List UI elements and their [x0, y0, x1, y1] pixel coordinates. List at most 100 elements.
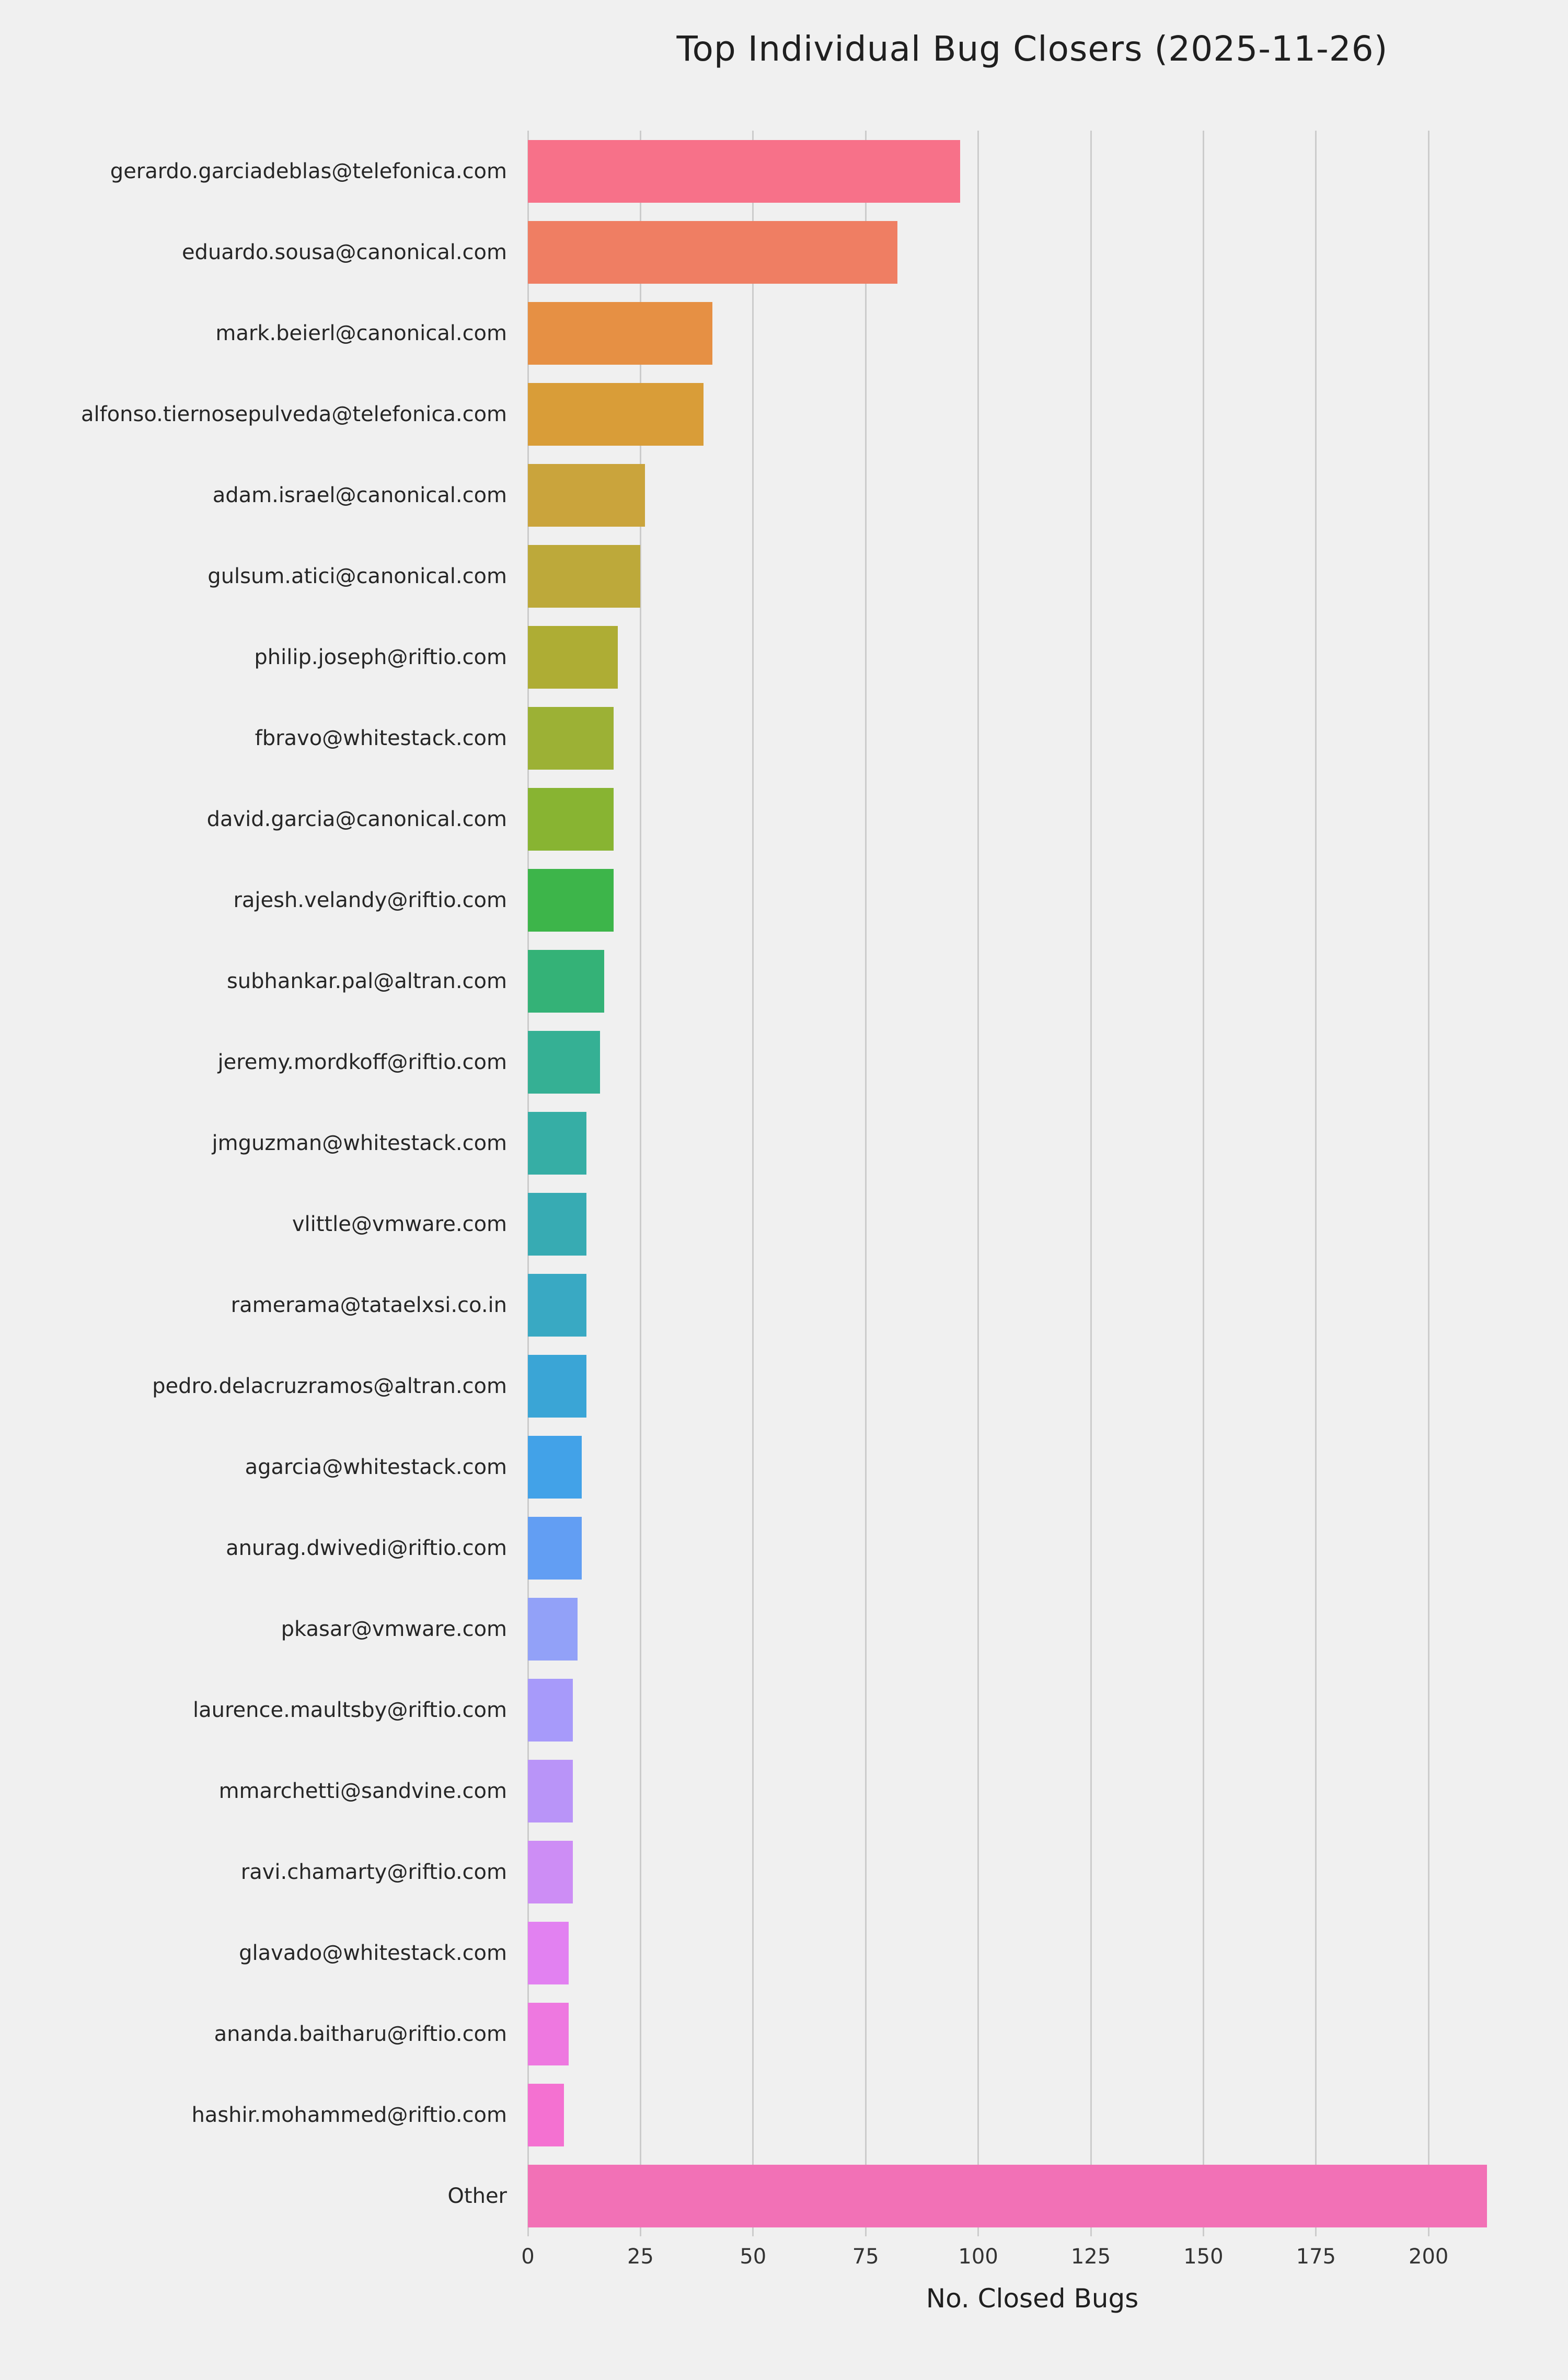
category-label: glavado@whitestack.com — [239, 1941, 507, 1965]
bar — [528, 463, 645, 527]
gridline — [752, 131, 754, 2236]
bar-area — [528, 1669, 1537, 1750]
x-tick-label: 175 — [1296, 2245, 1336, 2269]
category-label: mmarchetti@sandvine.com — [218, 1779, 507, 1803]
bar-area — [528, 1102, 1537, 1183]
category-label: mark.beierl@canonical.com — [215, 321, 507, 345]
bar-area — [528, 1021, 1537, 1102]
category-label: pedro.delacruzramos@altran.com — [152, 1374, 507, 1398]
bar-area — [528, 2074, 1537, 2155]
bar-row: philip.joseph@riftio.com — [0, 617, 1568, 698]
bar-area — [528, 1507, 1537, 1588]
bar-area — [528, 212, 1537, 293]
bar-row: glavado@whitestack.com — [0, 1912, 1568, 1993]
bar — [528, 544, 641, 608]
plot-area: gerardo.garciadeblas@telefonica.com eduar… — [0, 131, 1568, 2236]
bar-area — [528, 1345, 1537, 1426]
bar-row: ramerama@tataelxsi.co.in — [0, 1264, 1568, 1345]
bar-row: eduardo.sousa@canonical.com — [0, 212, 1568, 293]
bar-row: rajesh.velandy@riftio.com — [0, 860, 1568, 941]
bar-area — [528, 1588, 1537, 1669]
bar — [528, 1435, 582, 1499]
category-label: rajesh.velandy@riftio.com — [233, 888, 507, 912]
x-tick-label: 125 — [1070, 2245, 1111, 2269]
bar-row: pedro.delacruzramos@altran.com — [0, 1345, 1568, 1426]
x-tick-label: 200 — [1409, 2245, 1449, 2269]
category-label: gulsum.atici@canonical.com — [207, 564, 507, 588]
x-tick-label: 0 — [521, 2245, 535, 2269]
bar — [528, 1678, 573, 1742]
category-label: david.garcia@canonical.com — [206, 807, 507, 831]
category-label: pkasar@vmware.com — [281, 1617, 507, 1641]
bar-row: ravi.chamarty@riftio.com — [0, 1831, 1568, 1912]
gridline — [527, 131, 529, 2236]
x-tick-label: 150 — [1183, 2245, 1224, 2269]
category-label: alfonso.tiernosepulveda@telefonica.com — [81, 402, 507, 426]
bar — [528, 220, 897, 284]
bar — [528, 1354, 586, 1418]
bar-area — [528, 1993, 1537, 2074]
bar — [528, 2083, 564, 2146]
bar-area — [528, 536, 1537, 617]
bar-area — [528, 374, 1537, 455]
category-label: anurag.dwivedi@riftio.com — [226, 1536, 507, 1560]
bar-area — [528, 1264, 1537, 1345]
bar-area — [528, 293, 1537, 374]
gridline — [1202, 131, 1204, 2236]
bar — [528, 1840, 573, 1903]
gridline — [864, 131, 867, 2236]
bar-row: gulsum.atici@canonical.com — [0, 536, 1568, 617]
gridline — [639, 131, 641, 2236]
bar — [528, 706, 614, 770]
bar-area — [528, 941, 1537, 1021]
x-tick-label: 75 — [852, 2245, 879, 2269]
bar-row: laurence.maultsby@riftio.com — [0, 1669, 1568, 1750]
bar-area — [528, 1426, 1537, 1507]
bar-row: pkasar@vmware.com — [0, 1588, 1568, 1669]
category-label: eduardo.sousa@canonical.com — [181, 240, 507, 264]
bar — [528, 1273, 586, 1337]
bar-row: Other — [0, 2155, 1568, 2236]
x-tick-label: 25 — [627, 2245, 654, 2269]
gridline — [977, 131, 979, 2236]
bar-area — [528, 1183, 1537, 1264]
bar — [528, 2002, 569, 2065]
gridline — [1315, 131, 1317, 2236]
bar-row: jeremy.mordkoff@riftio.com — [0, 1021, 1568, 1102]
bar — [528, 1111, 586, 1175]
bar-row: alfonso.tiernosepulveda@telefonica.com — [0, 374, 1568, 455]
bar-row: vlittle@vmware.com — [0, 1183, 1568, 1264]
bar — [528, 868, 614, 932]
bar — [528, 1516, 582, 1580]
bar — [528, 301, 713, 365]
category-label: agarcia@whitestack.com — [245, 1455, 507, 1479]
bar — [528, 625, 618, 689]
bar-row: gerardo.garciadeblas@telefonica.com — [0, 131, 1568, 212]
bar-row: mmarchetti@sandvine.com — [0, 1750, 1568, 1831]
bar — [528, 1192, 586, 1256]
category-label: vlittle@vmware.com — [292, 1212, 507, 1236]
bar-area — [528, 779, 1537, 860]
bar — [528, 382, 704, 446]
bar — [528, 140, 961, 203]
category-label: ramerama@tataelxsi.co.in — [230, 1293, 507, 1317]
bar-area — [528, 131, 1537, 212]
category-label: jeremy.mordkoff@riftio.com — [217, 1050, 507, 1074]
category-label: hashir.mohammed@riftio.com — [191, 2103, 507, 2127]
bar-area — [528, 860, 1537, 941]
bar — [528, 1921, 569, 1984]
category-label: adam.israel@canonical.com — [212, 483, 507, 507]
bar-row: mark.beierl@canonical.com — [0, 293, 1568, 374]
x-axis-ticks: 0 25 50 75 100 125 150 175 200 — [0, 2245, 1568, 2278]
bar-row: fbravo@whitestack.com — [0, 698, 1568, 779]
category-label: jmguzman@whitestack.com — [212, 1131, 507, 1155]
bar-area — [528, 1831, 1537, 1912]
bar-area — [528, 455, 1537, 536]
bar — [528, 1030, 600, 1094]
gridline — [1090, 131, 1092, 2236]
x-tick-label: 50 — [740, 2245, 767, 2269]
x-tick-label: 100 — [958, 2245, 998, 2269]
category-label: philip.joseph@riftio.com — [254, 645, 507, 669]
bar-area — [528, 1750, 1537, 1831]
category-label: fbravo@whitestack.com — [255, 726, 507, 750]
